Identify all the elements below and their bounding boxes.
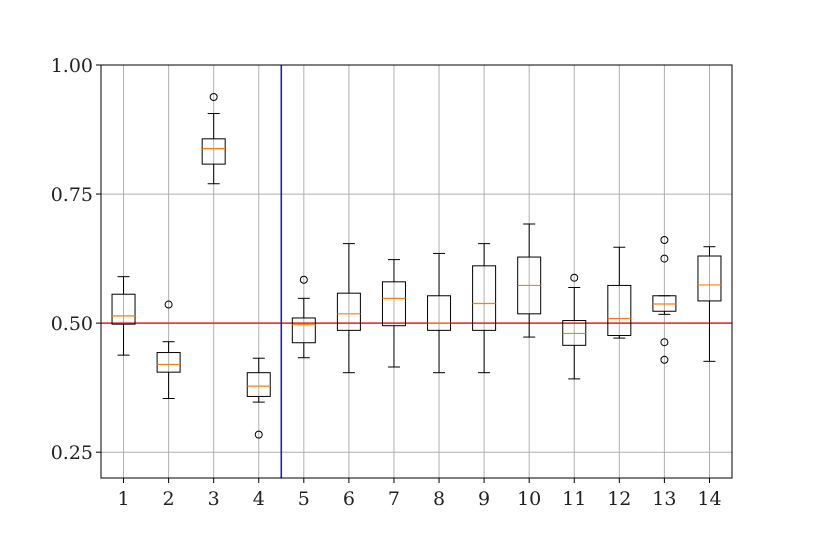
outlier-point xyxy=(660,236,669,245)
x-tick-label: 6 xyxy=(343,488,355,510)
box-iqr xyxy=(697,255,722,302)
box-iqr xyxy=(111,293,136,325)
box-group xyxy=(427,252,452,374)
outlier-point xyxy=(660,254,669,263)
outlier-point xyxy=(660,355,669,364)
box-iqr xyxy=(156,352,181,373)
box-group xyxy=(607,246,632,339)
x-tick-label: 4 xyxy=(253,488,265,510)
x-tick-label: 7 xyxy=(388,488,400,510)
outlier-point xyxy=(299,275,308,284)
box-group xyxy=(697,246,722,362)
box-group xyxy=(472,243,497,374)
x-tick-label: 1 xyxy=(117,488,129,510)
box-iqr xyxy=(246,372,271,397)
axes-frame xyxy=(100,64,733,479)
grid-layer xyxy=(101,64,732,478)
box-iqr xyxy=(472,265,497,331)
box-group xyxy=(562,273,587,380)
box-group xyxy=(381,259,406,368)
box-group xyxy=(156,300,181,399)
box-group xyxy=(652,236,677,364)
box-iqr xyxy=(291,317,316,344)
box-iqr xyxy=(201,138,226,165)
box-group xyxy=(201,93,226,185)
x-tick-label: 9 xyxy=(478,488,490,510)
x-tick-label: 2 xyxy=(163,488,175,510)
tick-layer: 1 2 3 4 5 6 7 8 9 10 11 12 13 140.250.500.751.00 xyxy=(51,55,722,510)
x-tick-label: 10 xyxy=(517,488,541,510)
box-group xyxy=(246,357,271,439)
x-tick-label: 11 xyxy=(562,488,586,510)
box-group xyxy=(336,243,361,374)
outlier-point xyxy=(660,338,669,347)
y-tick-label: 0.50 xyxy=(51,313,93,335)
x-tick-label: 3 xyxy=(208,488,220,510)
outlier-point xyxy=(570,273,579,282)
box-iqr xyxy=(427,295,452,331)
box-iqr xyxy=(381,281,406,327)
x-tick-label: 12 xyxy=(607,488,631,510)
box-group xyxy=(517,223,542,338)
box-group xyxy=(111,276,136,356)
boxes-layer xyxy=(111,93,722,439)
box-iqr xyxy=(607,284,632,337)
outlier-point xyxy=(164,300,173,309)
outlier-point xyxy=(209,93,218,102)
y-tick-label: 0.25 xyxy=(51,442,93,464)
outlier-point xyxy=(254,430,263,439)
y-tick-label: 0.75 xyxy=(51,184,93,206)
box-iqr xyxy=(336,292,361,331)
x-tick-label: 5 xyxy=(298,488,310,510)
x-tick-label: 13 xyxy=(652,488,676,510)
box-group xyxy=(291,275,316,359)
y-tick-label: 1.00 xyxy=(51,55,93,77)
x-tick-label: 8 xyxy=(433,488,445,510)
x-tick-label: 14 xyxy=(697,488,721,510)
reference-lines-layer xyxy=(101,65,732,478)
